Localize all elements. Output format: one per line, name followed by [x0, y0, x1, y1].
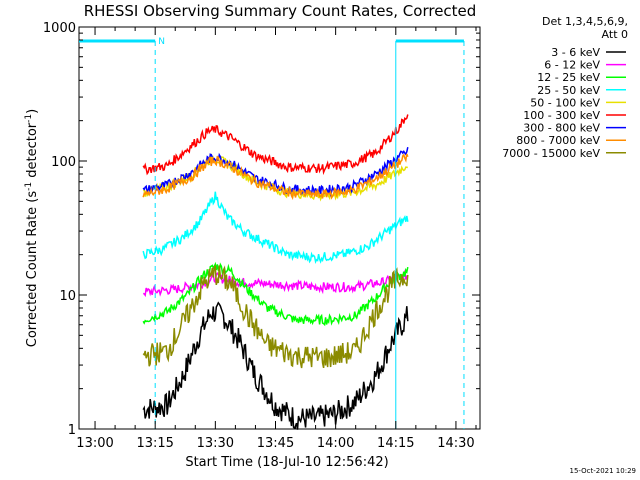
y-axis-label-sup: -1	[24, 114, 34, 123]
legend-label: 100 - 300 keV	[523, 109, 600, 122]
y-axis-label-part: detector	[25, 122, 40, 182]
x-tick-label: 14:30	[437, 436, 474, 451]
legend-header-line: Att 0	[602, 28, 628, 41]
y-tick-label: 1000	[43, 21, 76, 36]
x-tick-label: 13:30	[197, 436, 234, 451]
legend-label: 25 - 50 keV	[537, 84, 600, 97]
legend-label: 50 - 100 keV	[530, 96, 600, 109]
plot-background	[78, 26, 481, 430]
chart-marks	[142, 114, 409, 430]
footer-timestamp: 15-Oct-2021 10:29	[570, 467, 636, 475]
y-axis-label-part: Corrected Count Rate (s	[25, 191, 40, 348]
y-axis-label-sup: -1	[24, 182, 34, 191]
y-tick-label: 10	[59, 289, 76, 304]
series-line	[142, 191, 409, 264]
x-tick-label: 13:15	[136, 436, 173, 451]
legend-header-line: Det 1,3,4,5,6,9,	[542, 15, 628, 28]
y-axis-label-group: Corrected Count Rate (s-1 detector-1)	[24, 109, 40, 347]
x-tick-label: 13:00	[76, 436, 113, 451]
y-axis: 1 10 100 1000	[43, 21, 480, 438]
x-tick-label: 14:15	[377, 436, 414, 451]
series-line	[142, 301, 409, 430]
legend-label: 7000 - 15000 keV	[502, 147, 600, 160]
y-tick-label: 1	[68, 423, 76, 438]
legend-label: 3 - 6 keV	[551, 46, 600, 59]
plot-frame	[78, 26, 481, 430]
chart-title: RHESSI Observing Summary Count Rates, Co…	[84, 2, 477, 20]
y-axis-label: Corrected Count Rate (s-1 detector-1)	[24, 109, 40, 347]
x-axis-label: Start Time (18-Jul-10 12:56:42)	[185, 455, 388, 470]
series-line	[142, 261, 409, 327]
legend-label: 800 - 7000 keV	[516, 134, 600, 147]
x-tick-label: 14:00	[317, 436, 354, 451]
x-tick-label: 13:45	[257, 436, 294, 451]
series-line	[142, 114, 409, 176]
legend-label: 6 - 12 keV	[544, 59, 600, 72]
y-axis-label-part: )	[25, 109, 40, 114]
series-line	[142, 268, 408, 298]
legend-label: 12 - 25 keV	[537, 71, 600, 84]
attenuator-markers: N	[79, 37, 465, 429]
attenuator-label: N	[158, 37, 165, 47]
series-line	[142, 264, 409, 369]
series-line	[142, 153, 409, 201]
legend-label: 300 - 800 keV	[523, 122, 600, 135]
y-tick-label: 100	[51, 155, 76, 170]
x-axis: 13:00 13:15 13:30 13:45 14:00 14:15 14:30	[76, 27, 477, 451]
